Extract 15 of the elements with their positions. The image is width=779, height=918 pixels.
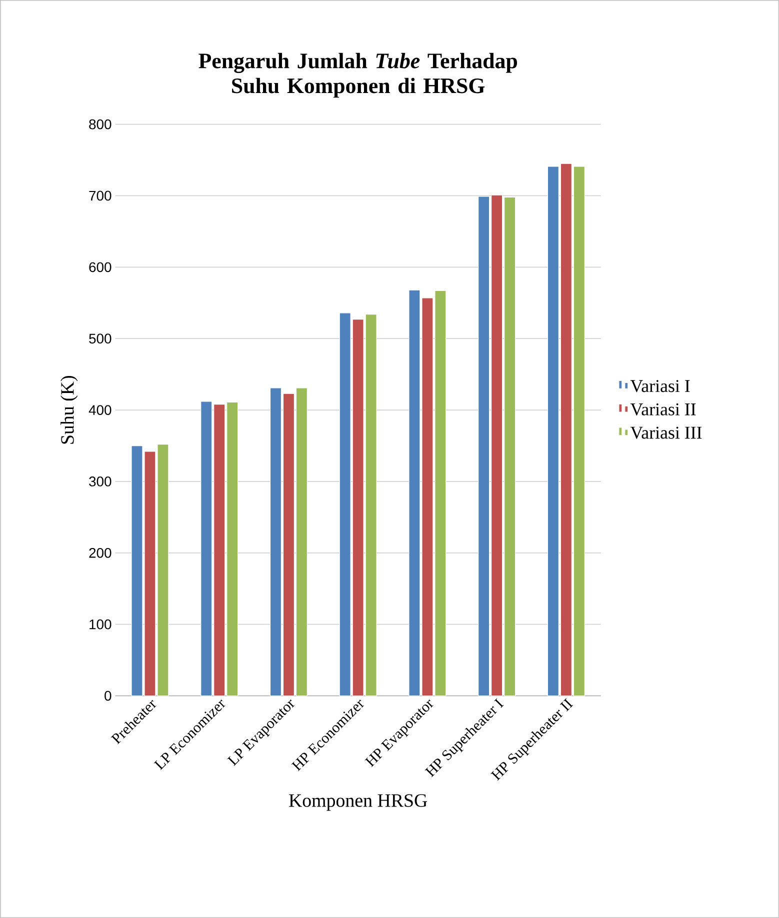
y-tick-label: 700 <box>89 190 112 201</box>
chart-title: Pengaruh Jumlah Tube Terhadap Suhu Komponen di HRSG <box>198 52 517 98</box>
y-tick-label: 500 <box>89 334 112 344</box>
y-tick-label: 100 <box>90 619 112 630</box>
y-tick-label: 300 <box>89 476 112 486</box>
y-tick-label: 0 <box>104 690 112 701</box>
y-tick-label: 200 <box>89 548 112 558</box>
legend-label: Variasi I <box>630 380 690 392</box>
legend-label: Variasi II <box>630 403 696 416</box>
legend-label: Variasi III <box>630 426 702 439</box>
y-tick-label: 800 <box>89 119 112 130</box>
y-tick-label: 600 <box>89 262 112 272</box>
x-axis-title: Komponen HRSG <box>288 794 428 811</box>
y-axis-title: Suhu (K) <box>60 376 78 444</box>
y-tick-label: 400 <box>88 405 112 415</box>
